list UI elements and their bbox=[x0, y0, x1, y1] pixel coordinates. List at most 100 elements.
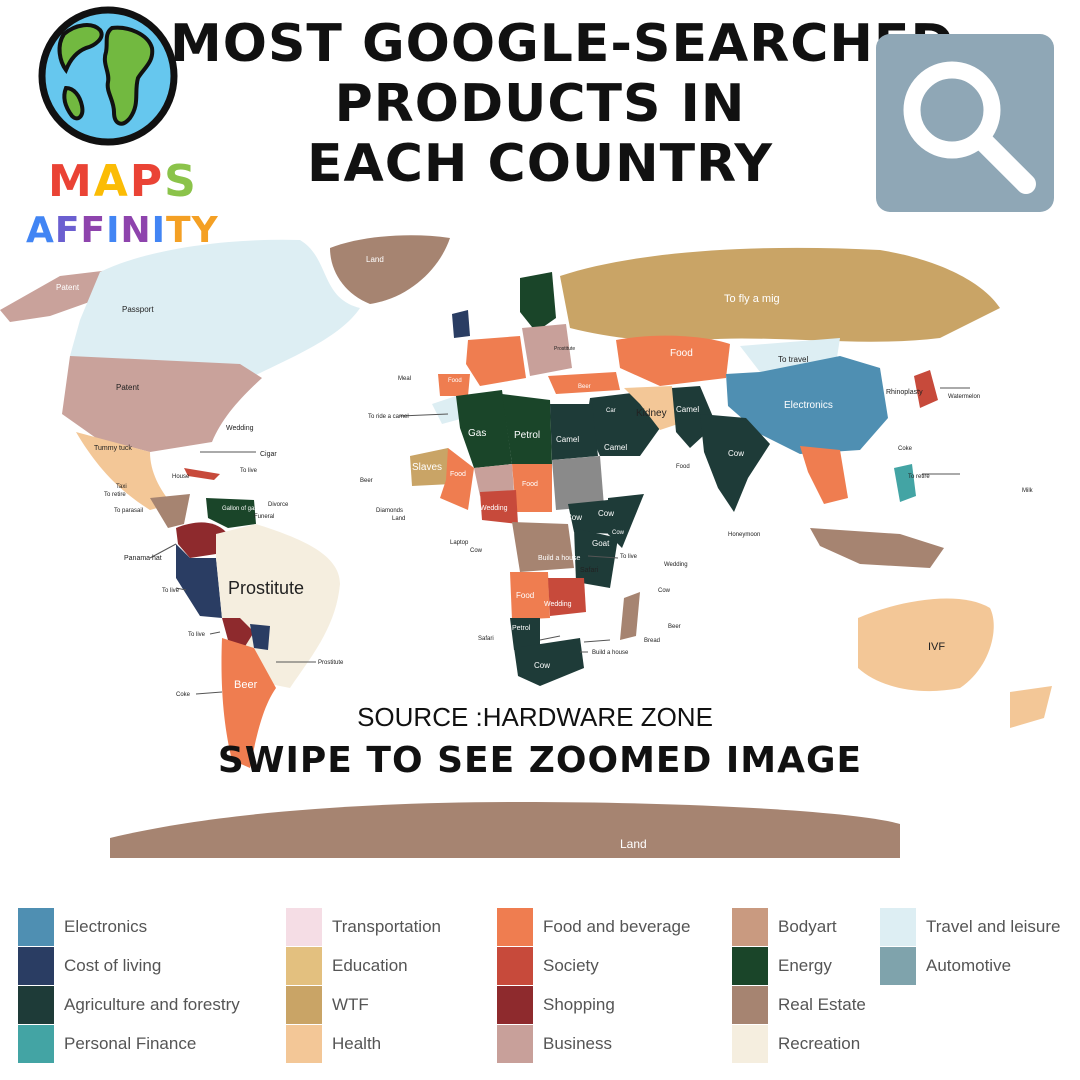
region-scandinavia bbox=[520, 272, 556, 332]
swipe-instruction: SWIPE TO SEE ZOOMED IMAGE bbox=[217, 740, 863, 781]
region-usa bbox=[62, 356, 262, 452]
region-russia bbox=[560, 247, 1000, 342]
label-rhinoplasty: Rhinoplasty bbox=[886, 389, 923, 396]
label-prostitute-ru: Prostitute bbox=[554, 346, 575, 352]
region-cuba bbox=[184, 468, 220, 480]
logo-maps-text: MAPS bbox=[48, 156, 198, 207]
label-to-parasail: To parasail bbox=[114, 508, 143, 514]
legend-item: Food and beverage bbox=[497, 908, 690, 946]
legend-swatch bbox=[286, 986, 322, 1024]
region-sudan bbox=[552, 456, 604, 510]
search-tile bbox=[876, 34, 1054, 212]
label-prostitute: Prostitute bbox=[228, 578, 304, 598]
affinity-letter: A bbox=[26, 210, 55, 251]
region-india bbox=[700, 414, 770, 512]
legend: Electronics Cost of living Agriculture and… bbox=[0, 900, 1080, 1080]
label-divorce: Divorce bbox=[268, 502, 289, 508]
region-mexico bbox=[76, 432, 172, 510]
maps-letter: A bbox=[93, 156, 130, 207]
region-ecuador-peru bbox=[176, 544, 222, 618]
label-watermelon: Watermelon bbox=[948, 394, 980, 400]
label-wedding-nigeria: Wedding bbox=[480, 505, 508, 512]
label-cow-ocean: Cow bbox=[658, 588, 671, 594]
label-kidney: Kidney bbox=[636, 408, 667, 419]
region-zambia bbox=[548, 578, 586, 616]
label-safari-tz: Safari bbox=[580, 567, 599, 574]
region-niger bbox=[474, 464, 514, 496]
magnifier-icon bbox=[903, 61, 1036, 194]
label-food-kaz: Food bbox=[670, 348, 693, 359]
label-wedding-zambia: Wedding bbox=[544, 601, 572, 608]
region-argentina bbox=[221, 638, 276, 768]
region-se-asia bbox=[800, 446, 848, 504]
logo-affinity-text: AFFINITY bbox=[26, 210, 219, 251]
region-middle-east bbox=[586, 392, 660, 456]
label-to-retire-ph: To retire bbox=[908, 474, 930, 480]
label-food-eu: Food bbox=[448, 378, 462, 384]
label-beer-eu: Beer bbox=[578, 384, 591, 390]
affinity-letter: I bbox=[106, 210, 121, 251]
label-to-retire: To retire bbox=[104, 492, 126, 498]
label-to-live-carib: To live bbox=[240, 468, 258, 474]
legend-item: Health bbox=[286, 1025, 381, 1063]
label-beer-wa: Beer bbox=[360, 478, 373, 484]
region-colombia bbox=[176, 522, 226, 558]
legend-label: Recreation bbox=[778, 1034, 861, 1053]
legend-item: Real Estate bbox=[732, 986, 866, 1024]
legend-swatch bbox=[286, 1025, 322, 1063]
legend-label: WTF bbox=[332, 995, 369, 1014]
label-patent-alaska: Patent bbox=[56, 283, 80, 292]
region-nz bbox=[1010, 686, 1052, 728]
legend-label: Education bbox=[332, 956, 408, 975]
legend-item: Education bbox=[286, 947, 408, 985]
label-to-travel: To travel bbox=[778, 355, 808, 364]
label-camel-pak: Camel bbox=[676, 405, 699, 414]
label-petrol-libya: Petrol bbox=[514, 430, 540, 441]
label-safari-ptr: Safari bbox=[478, 636, 494, 642]
label-panama-hat: Panama hat bbox=[124, 555, 162, 562]
affinity-letter: T bbox=[166, 210, 192, 251]
label-build-a-house: Build a house bbox=[538, 555, 581, 562]
region-central-am bbox=[150, 494, 190, 528]
legend-item: Electronics bbox=[18, 908, 147, 946]
region-ethiopia bbox=[568, 500, 616, 534]
label-food-ptr: Food bbox=[676, 464, 690, 470]
legend-item: Shopping bbox=[497, 986, 615, 1024]
legend-label: Shopping bbox=[543, 995, 615, 1014]
legend-item: Society bbox=[497, 947, 599, 985]
region-libya bbox=[502, 394, 552, 464]
legend-swatch bbox=[497, 1025, 533, 1063]
legend-swatch bbox=[286, 947, 322, 985]
legend-swatch bbox=[18, 1025, 54, 1063]
legend-item: Personal Finance bbox=[18, 1025, 196, 1063]
label-build-a-house-ptr: Build a house bbox=[592, 650, 629, 656]
label-beer-argentina: Beer bbox=[234, 679, 258, 691]
label-cow-sa: Cow bbox=[534, 661, 550, 670]
title-line-1: MOST GOOGLE-SEARCHED bbox=[170, 14, 955, 74]
maps-letter: M bbox=[48, 156, 94, 207]
legend-label: Electronics bbox=[64, 917, 148, 936]
legend-item: Agriculture and forestry bbox=[18, 986, 240, 1024]
legend-label: Real Estate bbox=[778, 995, 866, 1014]
region-australia bbox=[858, 598, 994, 692]
legend-swatch bbox=[18, 986, 54, 1024]
region-egypt bbox=[550, 404, 598, 460]
region-greenland bbox=[330, 235, 450, 304]
label-prostitute-ur: Prostitute bbox=[318, 660, 344, 666]
label-goat: Goat bbox=[592, 539, 610, 548]
legend-swatch bbox=[497, 908, 533, 946]
legend-item: Cost of living bbox=[18, 947, 161, 985]
label-food-niger: Food bbox=[450, 471, 466, 478]
region-antarctica bbox=[110, 802, 900, 858]
legend-item: Automotive bbox=[880, 947, 1011, 985]
legend-item: Transportation bbox=[286, 908, 441, 946]
legend-label: Energy bbox=[778, 956, 832, 975]
legend-label: Cost of living bbox=[64, 956, 162, 975]
label-bread: Bread bbox=[644, 638, 660, 644]
label-funeral: Funeral bbox=[254, 514, 274, 520]
legend-label: Society bbox=[543, 956, 599, 975]
legend-item: Recreation bbox=[732, 1025, 860, 1063]
region-europe-west bbox=[466, 336, 526, 386]
region-europe-east bbox=[522, 324, 572, 376]
legend-swatch bbox=[286, 908, 322, 946]
